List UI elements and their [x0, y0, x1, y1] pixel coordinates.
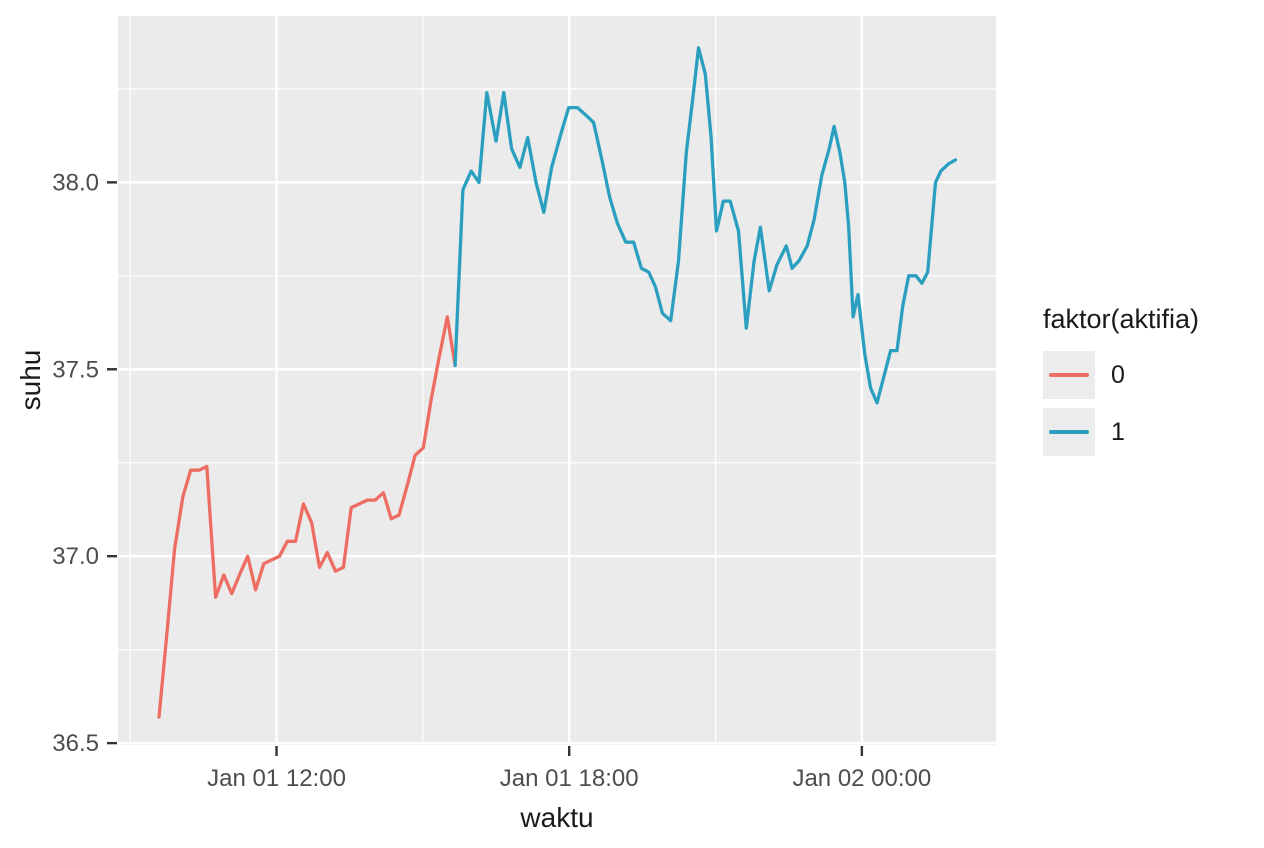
y-tick-label: 38.0	[52, 169, 99, 196]
series-line-1	[453, 46, 958, 405]
x-tick-label: Jan 01 12:00	[207, 765, 346, 792]
legend: faktor(aktifia) 0 1	[1043, 304, 1258, 465]
y-tick-label: 37.0	[52, 543, 99, 570]
legend-title: faktor(aktifia)	[1043, 304, 1200, 334]
legend-item-0: 0	[1043, 351, 1258, 399]
legend-item-1: 1	[1043, 408, 1258, 456]
series-line-0	[157, 315, 457, 719]
legend-label-0: 0	[1111, 360, 1125, 389]
x-axis-title: waktu	[519, 802, 593, 833]
legend-swatch-blue-line	[1049, 430, 1089, 434]
y-axis-title: suhu	[15, 350, 46, 411]
y-tick-label: 37.5	[52, 356, 99, 383]
y-tick-label: 36.5	[52, 730, 99, 757]
x-tick-label: Jan 02 00:00	[792, 765, 931, 792]
legend-key-1	[1043, 408, 1095, 456]
x-tick-label: Jan 01 18:00	[500, 765, 639, 792]
legend-key-0	[1043, 351, 1095, 399]
legend-label-1: 1	[1111, 417, 1125, 446]
legend-swatch-red-line	[1049, 373, 1089, 377]
plot-panel	[118, 16, 996, 745]
